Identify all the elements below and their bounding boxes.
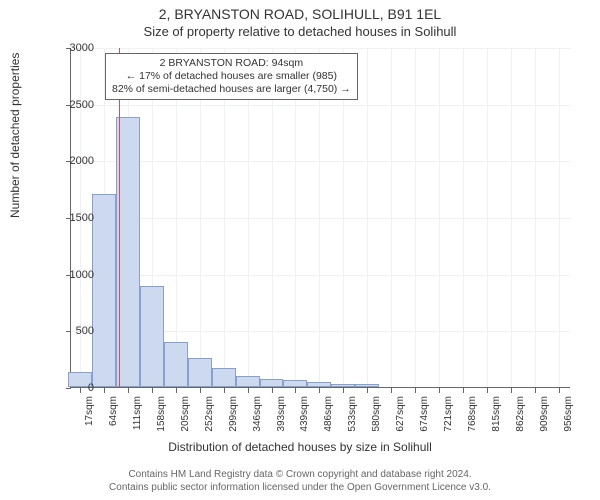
xtick-mark — [463, 388, 464, 393]
gridline-h — [71, 105, 570, 106]
histogram-bar — [92, 194, 116, 387]
footer-line-2: Contains public sector information licen… — [0, 482, 600, 493]
xtick-mark — [535, 388, 536, 393]
page-subtitle: Size of property relative to detached ho… — [0, 24, 600, 39]
xtick-mark — [248, 388, 249, 393]
chart-container: 17sqm64sqm111sqm158sqm205sqm252sqm299sqm… — [70, 48, 570, 388]
xtick-mark — [343, 388, 344, 393]
xtick-mark — [487, 388, 488, 393]
gridline-v — [535, 48, 536, 387]
xtick-mark — [295, 388, 296, 393]
histogram-bar — [236, 376, 260, 387]
xtick-mark — [176, 388, 177, 393]
histogram-bar — [307, 382, 331, 387]
ytick-label: 1000 — [44, 269, 94, 281]
xtick-mark — [272, 388, 273, 393]
histogram-bar — [188, 358, 212, 387]
gridline-h — [71, 48, 570, 49]
annotation-line-3: 82% of semi-detached houses are larger (… — [112, 83, 351, 96]
xtick-mark — [391, 388, 392, 393]
gridline-h — [71, 218, 570, 219]
xtick-mark — [224, 388, 225, 393]
annotation-box: 2 BRYANSTON ROAD: 94sqm ← 17% of detache… — [105, 53, 358, 100]
histogram-bar — [140, 286, 164, 387]
annotation-line-2: ← 17% of detached houses are smaller (98… — [112, 70, 351, 83]
gridline-h — [71, 275, 570, 276]
xtick-mark — [152, 388, 153, 393]
xtick-mark — [439, 388, 440, 393]
gridline-v — [367, 48, 368, 387]
ytick-label: 2000 — [44, 155, 94, 167]
gridline-v — [463, 48, 464, 387]
histogram-bar — [355, 384, 379, 387]
xtick-mark — [367, 388, 368, 393]
xtick-mark — [511, 388, 512, 393]
ytick-label: 3000 — [44, 42, 94, 54]
xtick-mark — [200, 388, 201, 393]
ytick-label: 0 — [44, 382, 94, 394]
xtick-mark — [319, 388, 320, 393]
ytick-label: 1500 — [44, 212, 94, 224]
annotation-line-1: 2 BRYANSTON ROAD: 94sqm — [112, 57, 351, 70]
x-axis-label: Distribution of detached houses by size … — [0, 440, 600, 454]
histogram-bar — [331, 384, 355, 387]
xtick-mark — [104, 388, 105, 393]
gridline-v — [415, 48, 416, 387]
xtick-mark — [128, 388, 129, 393]
histogram-bar — [164, 342, 188, 387]
xtick-mark — [559, 388, 560, 393]
ytick-label: 2500 — [44, 99, 94, 111]
xtick-mark — [415, 388, 416, 393]
gridline-v — [439, 48, 440, 387]
footer-line-1: Contains HM Land Registry data © Crown c… — [0, 469, 600, 480]
histogram-bar — [212, 368, 236, 387]
histogram-bar — [260, 379, 284, 387]
page-title: 2, BRYANSTON ROAD, SOLIHULL, B91 1EL — [0, 6, 600, 22]
gridline-v — [391, 48, 392, 387]
gridline-v — [559, 48, 560, 387]
ytick-label: 500 — [44, 325, 94, 337]
gridline-h — [71, 161, 570, 162]
gridline-v — [511, 48, 512, 387]
histogram-bar — [283, 380, 307, 387]
y-axis-label: Number of detached properties — [8, 53, 22, 218]
gridline-v — [487, 48, 488, 387]
